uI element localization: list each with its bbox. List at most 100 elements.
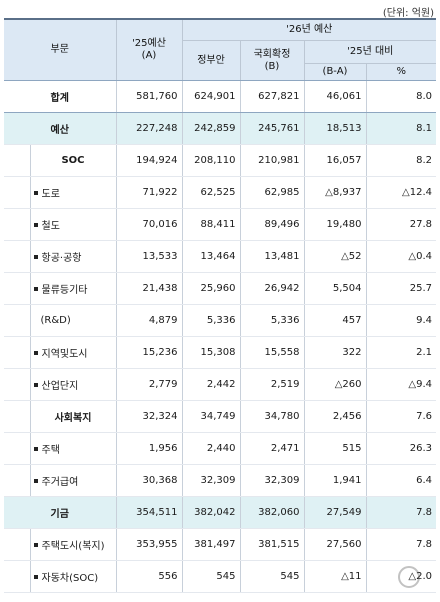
row-label: 기금 <box>4 496 116 529</box>
table-row: 도로 71,922 62,525 62,985 △8,937 △12.4 <box>4 176 437 209</box>
cell-budget25: 353,955 <box>115 528 182 561</box>
bullet-icon <box>33 575 38 579</box>
cell-assembly: 627,821 <box>239 80 304 113</box>
table-row: 사회복지 32,324 34,749 34,780 2,456 7.6 <box>4 400 437 433</box>
cell-diff: 27,549 <box>303 496 366 529</box>
cell-pct: △9.4 <box>365 368 437 401</box>
row-label-text: 주거급여 <box>41 477 79 488</box>
table-row: 항공·공항 13,533 13,464 13,481 △52 △0.4 <box>4 240 437 273</box>
cell-gov: 34,749 <box>181 400 240 433</box>
table-row: 주택 1,956 2,440 2,471 515 26.3 <box>4 432 437 465</box>
cell-gov: 242,859 <box>181 112 240 145</box>
cell-budget25: 32,324 <box>115 400 182 433</box>
cell-gov: 382,042 <box>181 496 240 529</box>
cell-budget25: 1,956 <box>115 432 182 465</box>
unit-note: (단위: 억원) <box>382 8 434 19</box>
cell-gov: 381,497 <box>181 528 240 561</box>
cell-diff: △8,937 <box>303 176 366 209</box>
cell-gov: 15,308 <box>181 336 240 369</box>
row-label: 항공·공항 <box>29 240 116 273</box>
row-label: 물류등기타 <box>29 272 116 305</box>
cell-budget25: 227,248 <box>115 112 182 145</box>
cell-budget25: 13,533 <box>115 240 182 273</box>
cell-pct: 8.1 <box>365 112 437 145</box>
header-assembly-label: 국회확정 <box>253 48 291 60</box>
bullet-icon <box>33 255 38 259</box>
cell-pct: 8.2 <box>365 144 437 177</box>
row-label: 사회복지 <box>29 400 116 433</box>
bullet-icon <box>33 287 38 291</box>
bullet-icon <box>33 223 38 227</box>
cell-budget25: 15,236 <box>115 336 182 369</box>
cell-budget25: 581,760 <box>115 80 182 113</box>
cell-budget25: 70,016 <box>115 208 182 241</box>
cell-assembly: 545 <box>239 560 304 593</box>
cell-pct: △0.4 <box>365 240 437 273</box>
header-budget26: '26년 예산 <box>181 18 437 41</box>
table-row: 합계 581,760 624,901 627,821 46,061 8.0 <box>4 80 437 113</box>
row-label: (R&D) <box>29 304 116 337</box>
indent-cell <box>4 400 30 433</box>
cell-diff: 457 <box>303 304 366 337</box>
cell-budget25: 194,924 <box>115 144 182 177</box>
cell-diff: 19,480 <box>303 208 366 241</box>
cell-assembly: 26,942 <box>239 272 304 305</box>
bullet-icon <box>33 543 38 547</box>
table-row: 물류등기타 21,438 25,960 26,942 5,504 25.7 <box>4 272 437 305</box>
cell-assembly: 2,471 <box>239 432 304 465</box>
cell-pct: △12.4 <box>365 176 437 209</box>
row-label-text: 철도 <box>41 221 60 232</box>
cell-pct: 7.6 <box>365 400 437 433</box>
cell-budget25: 71,922 <box>115 176 182 209</box>
cell-budget25: 2,779 <box>115 368 182 401</box>
cell-assembly: 89,496 <box>239 208 304 241</box>
row-label-text: 주택 <box>41 445 60 456</box>
cell-pct: 25.7 <box>365 272 437 305</box>
header-budget25-label: '25예산 <box>132 38 166 49</box>
cell-diff: 1,941 <box>303 464 366 497</box>
header-pct: % <box>365 63 437 81</box>
cell-assembly: 32,309 <box>239 464 304 497</box>
budget-table: 부문 '25예산 (A) '26년 예산 정부안 국회확정 (B) '25년 대… <box>4 18 437 593</box>
header-budget25: '25예산 (A) <box>115 18 182 81</box>
row-label: 예산 <box>4 112 116 145</box>
cell-budget25: 30,368 <box>115 464 182 497</box>
cell-diff: 46,061 <box>303 80 366 113</box>
row-label-text: 지역및도시 <box>41 349 88 360</box>
cell-assembly: 34,780 <box>239 400 304 433</box>
cell-diff: 322 <box>303 336 366 369</box>
bullet-icon <box>33 447 38 451</box>
cell-assembly: 2,519 <box>239 368 304 401</box>
cell-pct: 9.4 <box>365 304 437 337</box>
table-row: SOC 194,924 208,110 210,981 16,057 8.2 <box>4 144 437 177</box>
table-row: 자동차(SOC) 556 545 545 △11 △2.0 <box>4 560 437 593</box>
row-label: 주택도시(복지) <box>29 528 116 561</box>
cell-pct: 6.4 <box>365 464 437 497</box>
bullet-icon <box>33 383 38 387</box>
indent-cell <box>4 432 30 465</box>
table-row: 철도 70,016 88,411 89,496 19,480 27.8 <box>4 208 437 241</box>
row-label: SOC <box>29 144 116 177</box>
row-label-text: 물류등기타 <box>41 285 88 296</box>
header-budget25-sub: (A) <box>141 50 157 61</box>
cell-gov: 32,309 <box>181 464 240 497</box>
bullet-icon <box>33 191 38 195</box>
cell-budget25: 556 <box>115 560 182 593</box>
cell-diff: △52 <box>303 240 366 273</box>
cell-gov: 5,336 <box>181 304 240 337</box>
cell-gov: 2,442 <box>181 368 240 401</box>
cell-budget25: 4,879 <box>115 304 182 337</box>
row-label: 철도 <box>29 208 116 241</box>
cell-diff: △260 <box>303 368 366 401</box>
indent-cell <box>4 336 30 369</box>
cell-gov: 208,110 <box>181 144 240 177</box>
table-row: (R&D) 4,879 5,336 5,336 457 9.4 <box>4 304 437 337</box>
cell-diff: 16,057 <box>303 144 366 177</box>
header-sector: 부문 <box>4 18 116 81</box>
indent-cell <box>4 368 30 401</box>
cell-assembly: 62,985 <box>239 176 304 209</box>
row-label: 주거급여 <box>29 464 116 497</box>
cell-assembly: 245,761 <box>239 112 304 145</box>
cell-gov: 545 <box>181 560 240 593</box>
header-gov: 정부안 <box>181 40 240 81</box>
